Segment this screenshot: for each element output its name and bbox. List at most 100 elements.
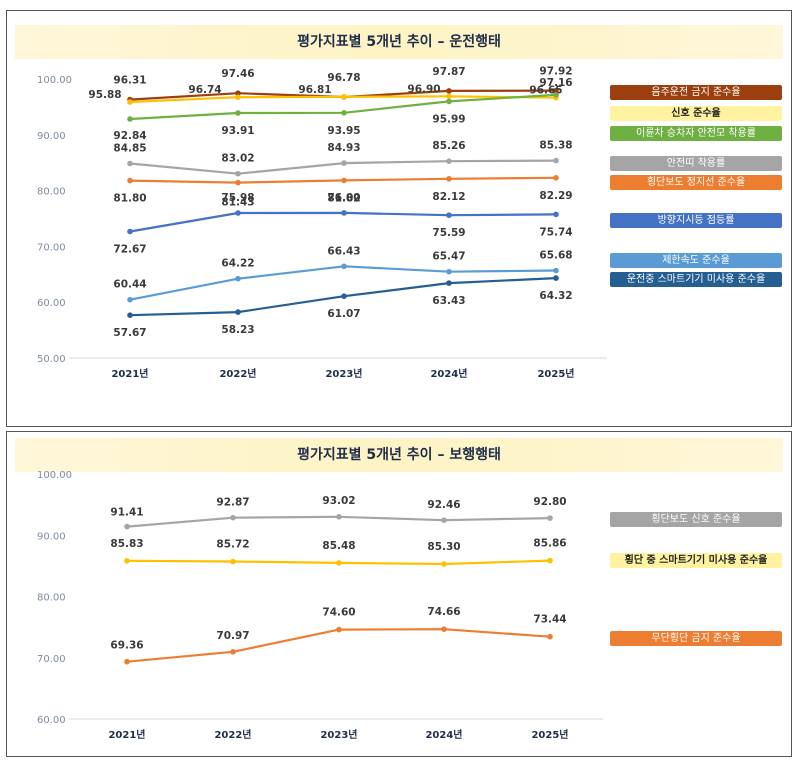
y-tick-label: 70.00 [37, 242, 66, 253]
data-point [553, 211, 559, 218]
data-label: 97.46 [221, 68, 254, 80]
data-point [341, 210, 347, 216]
data-label: 93.02 [322, 495, 355, 507]
y-tick-label: 70.00 [37, 654, 66, 665]
data-label: 93.95 [327, 125, 360, 137]
x-tick-label: 2022년 [219, 367, 256, 380]
legend-entry: 횡단 중 스마트기기 미사용 준수율 [610, 553, 782, 568]
data-label: 95.99 [432, 113, 465, 125]
x-tick-label: 2023년 [325, 367, 362, 380]
data-label: 81.82 [327, 192, 360, 204]
data-label: 70.97 [216, 630, 249, 642]
data-label: 92.87 [216, 497, 249, 509]
data-point [336, 626, 342, 633]
data-label: 85.38 [539, 140, 572, 152]
data-point [547, 557, 553, 564]
data-point [553, 267, 559, 274]
data-label: 60.44 [113, 279, 146, 291]
data-label: 57.67 [113, 327, 146, 339]
data-point [341, 177, 347, 184]
data-point [127, 160, 133, 167]
x-tick-label: 2022년 [214, 728, 251, 741]
data-point [235, 309, 241, 315]
data-label: 96.78 [327, 72, 360, 84]
data-label: 74.66 [427, 606, 460, 618]
data-point [441, 626, 447, 632]
data-label: 96.90 [407, 83, 440, 95]
line-chart-pedestrian: 60.00 70.00 80.00 90.00 100.00 2021년 2022년 2023… [37, 470, 603, 741]
data-point [553, 175, 559, 181]
data-label: 85.72 [216, 539, 249, 551]
data-point [341, 94, 347, 100]
data-point [446, 176, 452, 182]
legend-entry: 운전중 스마트기기 미사용 준수율 [610, 272, 782, 287]
data-point [341, 263, 347, 270]
legend-entry: 이륜차 승차자 안전모 착용률 [610, 126, 782, 141]
y-tick-label: 80.00 [37, 593, 66, 604]
y-tick-label: 90.00 [37, 131, 66, 142]
data-point [341, 110, 347, 116]
data-label: 81.43 [221, 197, 254, 209]
data-label: 95.88 [88, 89, 121, 101]
data-label: 85.26 [432, 140, 465, 152]
x-tick-label: 2024년 [425, 728, 462, 741]
series-line [129, 211, 557, 233]
x-tick-label: 2021년 [111, 367, 148, 380]
data-label: 92.84 [113, 130, 146, 142]
y-tick-label: 80.00 [37, 187, 66, 198]
data-point [441, 517, 447, 523]
data-label: 96.81 [298, 84, 331, 96]
data-label: 75.59 [432, 227, 465, 239]
data-point [124, 558, 130, 564]
data-label: 92.46 [427, 499, 460, 511]
data-point [446, 280, 452, 286]
data-point [230, 649, 236, 655]
y-tick-label: 90.00 [37, 531, 66, 542]
data-point [547, 633, 553, 640]
data-point [446, 268, 452, 275]
data-label: 75.74 [539, 226, 572, 238]
data-point [235, 170, 241, 177]
legend-entry: 제한속도 준수율 [610, 253, 782, 268]
x-tick-label: 2024년 [430, 367, 467, 380]
data-label: 84.93 [327, 142, 360, 154]
data-point [124, 523, 130, 530]
data-label: 92.80 [533, 496, 566, 508]
data-point [341, 160, 347, 166]
data-label: 91.41 [110, 507, 143, 519]
legend-entry: 횡단보도 신호 준수율 [610, 512, 782, 527]
legend-entry: 음주운전 금지 준수율 [610, 85, 782, 100]
data-label: 97.92 [539, 66, 572, 78]
data-label: 96.31 [113, 75, 146, 87]
data-label: 76.00 [327, 192, 360, 204]
data-point [553, 92, 559, 98]
y-tick-label: 60.00 [37, 715, 66, 726]
data-point [446, 93, 452, 100]
data-point [235, 179, 241, 186]
data-label: 63.43 [432, 295, 465, 307]
x-tick-label: 2025년 [537, 367, 574, 380]
legend-entry: 안전띠 착용률 [610, 156, 782, 171]
data-point [446, 212, 452, 218]
data-point [336, 560, 342, 566]
y-tick-label: 100.00 [37, 470, 72, 481]
data-point [441, 561, 447, 567]
y-tick-label: 60.00 [37, 298, 66, 309]
data-point [235, 110, 241, 116]
data-label: 58.23 [221, 324, 254, 336]
chart-panel-driving: 평가지표별 5개년 추이 – 운전행태 50.00 60.00 70.00 80.00… [6, 10, 792, 427]
data-point [230, 514, 236, 521]
data-label: 97.16 [539, 77, 572, 89]
data-label: 75.98 [221, 192, 254, 204]
data-point [127, 177, 133, 184]
data-label: 84.85 [113, 143, 146, 155]
data-point [127, 296, 133, 303]
data-label: 66.43 [327, 245, 360, 257]
data-point [553, 275, 559, 281]
data-point [124, 658, 130, 665]
x-tick-label: 2021년 [108, 728, 145, 741]
data-label: 64.22 [221, 258, 254, 270]
y-tick-label: 50.00 [37, 354, 66, 365]
data-label: 74.60 [322, 607, 355, 619]
data-point [446, 158, 452, 164]
